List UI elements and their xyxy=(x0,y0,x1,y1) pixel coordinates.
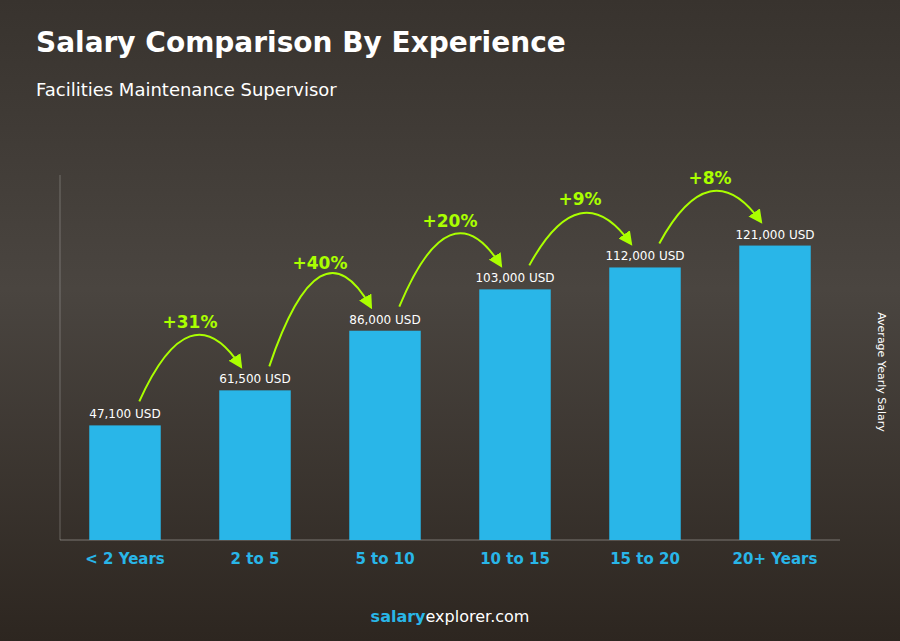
annotation: +31% xyxy=(163,312,218,332)
title: Salary Comparison By Experience xyxy=(36,26,566,59)
annotation-arrow xyxy=(659,191,760,244)
y-axis-line xyxy=(60,175,61,540)
x-tick-label: 5 to 10 xyxy=(355,550,414,568)
bar xyxy=(609,267,681,540)
bar xyxy=(349,331,421,540)
data-label: 86,000 USD xyxy=(349,313,420,327)
background xyxy=(0,0,900,641)
x-tick-label: 20+ Years xyxy=(733,550,818,568)
data-label: 61,500 USD xyxy=(219,372,290,386)
watermark-part: explorer.com xyxy=(426,607,530,626)
data-label: 47,100 USD xyxy=(89,407,160,421)
watermark-part: salary xyxy=(371,607,426,626)
x-axis-line xyxy=(60,540,840,541)
annotation-arrow xyxy=(139,335,240,402)
x-tick-label: 2 to 5 xyxy=(231,550,280,568)
x-tick-label: 15 to 20 xyxy=(610,550,680,568)
annotation: +8% xyxy=(688,168,731,188)
annotation-arrow xyxy=(529,213,630,266)
bars xyxy=(89,246,811,540)
annotation-arrow xyxy=(269,273,370,366)
annotation-arrow xyxy=(399,233,500,306)
data-label: 103,000 USD xyxy=(475,271,554,285)
subtitle: Facilities Maintenance Supervisor xyxy=(36,79,337,100)
x-tick-label: 10 to 15 xyxy=(480,550,550,568)
y-axis-label: Average Yearly Salary xyxy=(875,312,888,432)
chart-svg: Salary Comparison By Experience Facilitie… xyxy=(0,0,900,641)
bar xyxy=(89,425,161,540)
bar xyxy=(219,390,291,540)
x-tick-label: < 2 Years xyxy=(85,550,165,568)
data-label: 112,000 USD xyxy=(605,249,684,263)
annotation: +20% xyxy=(423,211,478,231)
chart-container: Salary Comparison By Experience Facilitie… xyxy=(0,0,900,641)
bar xyxy=(479,289,551,540)
annotation: +9% xyxy=(558,189,601,209)
data-label: 121,000 USD xyxy=(735,228,814,242)
annotation: +40% xyxy=(293,253,348,273)
watermark: salaryexplorer.com xyxy=(371,607,530,626)
bar xyxy=(739,246,811,540)
